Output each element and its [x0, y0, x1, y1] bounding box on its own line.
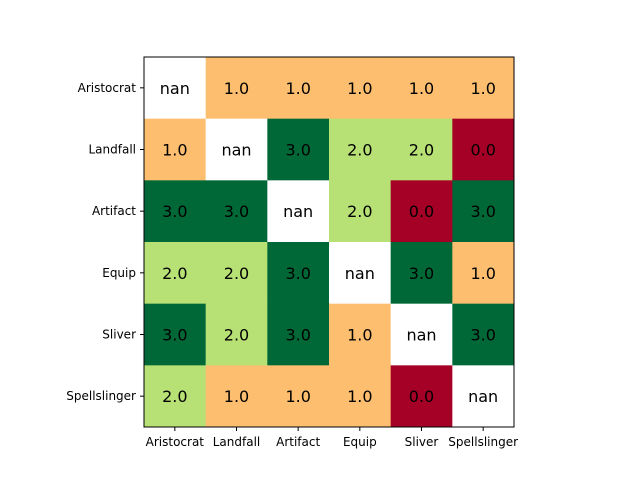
- cell-value-5-0: 2.0: [162, 387, 187, 406]
- heatmap-cell-2-3: [329, 180, 392, 243]
- cell-value-4-5: 3.0: [470, 326, 495, 345]
- heatmap-cell-2-0: [144, 180, 207, 243]
- y-tick-label: Equip: [102, 266, 136, 280]
- y-tick-label: Sliver: [102, 328, 136, 342]
- x-tick-label: Artifact: [276, 435, 320, 449]
- cell-value-0-3: 1.0: [347, 79, 372, 98]
- cell-value-4-4: nan: [406, 326, 436, 345]
- heatmap-cell-4-5: [452, 303, 515, 366]
- heatmap-cell-2-1: [205, 180, 268, 243]
- cell-value-2-4: 0.0: [409, 202, 434, 221]
- heatmap-cell-0-0: [144, 57, 207, 120]
- cell-value-2-1: 3.0: [224, 202, 249, 221]
- cell-value-1-3: 2.0: [347, 141, 372, 160]
- heatmap-cell-0-4: [390, 57, 453, 120]
- heatmap-cell-3-1: [205, 242, 268, 305]
- x-tick-label: Spellslinger: [448, 435, 518, 449]
- cell-value-4-2: 3.0: [285, 326, 310, 345]
- heatmap-cell-5-4: [390, 365, 453, 428]
- cell-value-3-2: 3.0: [285, 264, 310, 283]
- x-tick-label: Landfall: [213, 435, 261, 449]
- heatmap-cell-1-5: [452, 118, 515, 181]
- cell-value-4-3: 1.0: [347, 326, 372, 345]
- x-tick-label: Sliver: [405, 435, 439, 449]
- cell-value-1-4: 2.0: [409, 141, 434, 160]
- heatmap-cell-3-2: [267, 242, 330, 305]
- cell-value-0-5: 1.0: [470, 79, 495, 98]
- cell-value-2-3: 2.0: [347, 202, 372, 221]
- cell-value-5-3: 1.0: [347, 387, 372, 406]
- y-tick-label: Landfall: [88, 143, 136, 157]
- heatmap-cell-1-2: [267, 118, 330, 181]
- cell-value-1-2: 3.0: [285, 141, 310, 160]
- cell-value-2-0: 3.0: [162, 202, 187, 221]
- heatmap-cell-labels: nan 1.0 1.0 1.0 1.0 1.0 1.0 nan 3.0 2.0 2.0 0.0 3.0 3…: [160, 79, 498, 406]
- heatmap-cell-1-0: [144, 118, 207, 181]
- heatmap-cell-0-1: [205, 57, 268, 120]
- heatmap-cell-1-3: [329, 118, 392, 181]
- heatmap-cell-4-3: [329, 303, 392, 366]
- cell-value-4-1: 2.0: [224, 326, 249, 345]
- heatmap-cell-2-4: [390, 180, 453, 243]
- cell-value-0-2: 1.0: [285, 79, 310, 98]
- cell-value-3-5: 1.0: [470, 264, 495, 283]
- heatmap-cell-5-0: [144, 365, 207, 428]
- heatmap-cell-3-0: [144, 242, 207, 305]
- heatmap-cell-5-5: [452, 365, 515, 428]
- cell-value-3-3: nan: [345, 264, 375, 283]
- heatmap-cell-4-1: [205, 303, 268, 366]
- cell-value-1-0: 1.0: [162, 141, 187, 160]
- heatmap-cells: [144, 57, 515, 428]
- heatmap-cell-2-2: [267, 180, 330, 243]
- cell-value-2-2: nan: [283, 202, 313, 221]
- cell-value-5-4: 0.0: [409, 387, 434, 406]
- heatmap-cell-3-3: [329, 242, 392, 305]
- y-axis-ticks: Aristocrat Landfall Artifact Equip Sliver Spe…: [66, 81, 144, 403]
- heatmap-cell-0-5: [452, 57, 515, 120]
- heatmap-cell-4-4: [390, 303, 453, 366]
- cell-value-0-4: 1.0: [409, 79, 434, 98]
- cell-value-3-1: 2.0: [224, 264, 249, 283]
- cell-value-1-1: nan: [221, 141, 251, 160]
- heatmap-cell-5-1: [205, 365, 268, 428]
- y-tick-label: Spellslinger: [66, 389, 136, 403]
- cell-value-3-0: 2.0: [162, 264, 187, 283]
- heatmap-cell-5-3: [329, 365, 392, 428]
- x-tick-label: Equip: [343, 435, 377, 449]
- plot-frame: [143, 56, 515, 428]
- heatmap-cell-5-2: [267, 365, 330, 428]
- y-tick-label: Aristocrat: [78, 81, 137, 95]
- cell-value-3-4: 3.0: [409, 264, 434, 283]
- heatmap-cell-3-5: [452, 242, 515, 305]
- cell-value-2-5: 3.0: [470, 202, 495, 221]
- x-tick-label: Aristocrat: [146, 435, 205, 449]
- heatmap-cell-2-5: [452, 180, 515, 243]
- cell-value-0-1: 1.0: [224, 79, 249, 98]
- heatmap-cell-4-2: [267, 303, 330, 366]
- heatmap-cell-0-2: [267, 57, 330, 120]
- heatmap-cell-4-0: [144, 303, 207, 366]
- heatmap-cell-1-4: [390, 118, 453, 181]
- cell-value-5-2: 1.0: [285, 387, 310, 406]
- heatmap-cell-1-1: [205, 118, 268, 181]
- y-tick-label: Artifact: [92, 204, 136, 218]
- heatmap-cell-3-4: [390, 242, 453, 305]
- x-axis-ticks: Aristocrat Landfall Artifact Equip Sliver Spe…: [146, 427, 518, 449]
- cell-value-1-5: 0.0: [470, 141, 495, 160]
- cell-value-5-1: 1.0: [224, 387, 249, 406]
- cell-value-4-0: 3.0: [162, 326, 187, 345]
- heatmap-cell-0-3: [329, 57, 392, 120]
- cell-value-0-0: nan: [160, 79, 190, 98]
- cell-value-5-5: nan: [468, 387, 498, 406]
